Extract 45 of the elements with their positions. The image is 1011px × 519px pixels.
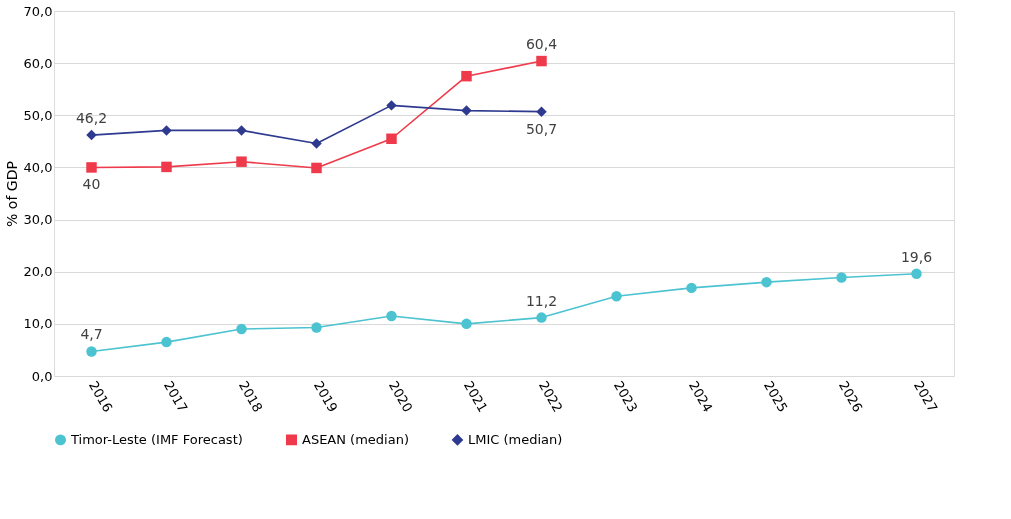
point	[386, 100, 397, 111]
point	[836, 272, 847, 283]
legend-label: ASEAN (median)	[302, 431, 409, 447]
data-label: 60,4	[525, 36, 558, 53]
point	[161, 336, 172, 348]
y-tick-label: 30,0	[23, 212, 53, 228]
point	[611, 290, 622, 302]
point	[536, 312, 547, 323]
data-label: 40	[82, 176, 101, 193]
y-tick-label: 20,0	[23, 264, 53, 280]
point	[236, 125, 247, 136]
point	[536, 106, 547, 117]
point	[911, 268, 922, 280]
point	[461, 318, 472, 330]
y-tick-label: 0,0	[31, 368, 53, 384]
point	[686, 282, 697, 294]
point	[386, 310, 397, 322]
y-tick-label: 70,0	[23, 3, 53, 19]
point	[461, 70, 472, 82]
point	[86, 346, 97, 357]
y-tick-label: 50,0	[23, 107, 53, 123]
point	[761, 276, 772, 288]
point	[86, 129, 97, 141]
data-label: 46,2	[75, 110, 108, 127]
point	[311, 322, 322, 333]
y-tick-label: 40,0	[23, 159, 53, 175]
point	[461, 105, 472, 116]
data-label: 11,2	[525, 292, 558, 309]
y-tick-label: 10,0	[23, 316, 53, 332]
point	[386, 133, 397, 144]
point	[236, 323, 247, 335]
data-label: 50,7	[525, 120, 558, 137]
legend-label: LMIC (median)	[468, 431, 563, 447]
data-label: 4,7	[80, 326, 103, 343]
y-axis-title: % of GDP	[3, 161, 20, 227]
data-label: 19,6	[900, 248, 933, 265]
point	[161, 161, 172, 173]
point	[311, 162, 322, 174]
point	[86, 162, 97, 173]
point	[311, 138, 322, 149]
y-tick-label: 60,0	[23, 55, 53, 71]
legend-label: Timor-Leste (IMF Forecast)	[70, 431, 243, 447]
point	[536, 55, 547, 67]
point	[161, 125, 172, 136]
point	[236, 156, 247, 167]
